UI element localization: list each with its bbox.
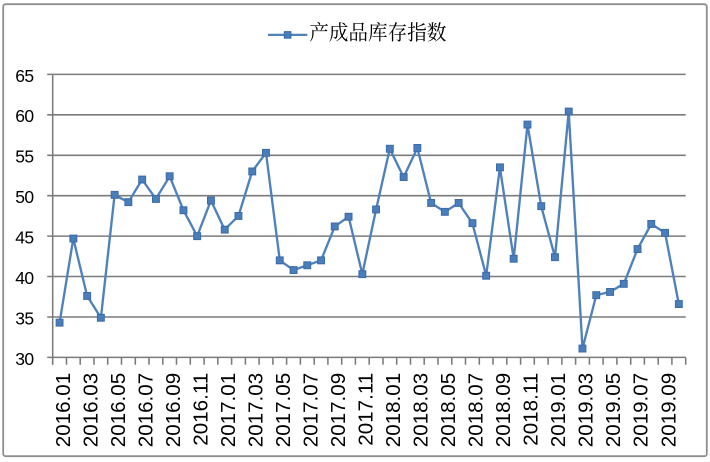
svg-text:50: 50 bbox=[15, 187, 34, 207]
svg-text:2018.09: 2018.09 bbox=[492, 373, 515, 447]
svg-text:2018.11: 2018.11 bbox=[520, 373, 543, 446]
svg-text:2016.03: 2016.03 bbox=[79, 373, 102, 447]
svg-text:2017.11: 2017.11 bbox=[355, 373, 378, 446]
svg-text:2019.03: 2019.03 bbox=[575, 373, 598, 447]
svg-text:40: 40 bbox=[15, 268, 34, 288]
svg-text:2016.05: 2016.05 bbox=[107, 373, 130, 447]
svg-text:30: 30 bbox=[15, 349, 34, 369]
svg-text:45: 45 bbox=[15, 228, 33, 248]
svg-text:2019.05: 2019.05 bbox=[602, 373, 625, 447]
svg-text:2016.11: 2016.11 bbox=[189, 373, 212, 446]
svg-text:65: 65 bbox=[15, 66, 33, 86]
svg-text:2016.07: 2016.07 bbox=[134, 373, 157, 447]
svg-text:2016.09: 2016.09 bbox=[162, 373, 185, 447]
svg-text:2017.09: 2017.09 bbox=[327, 373, 350, 447]
svg-text:55: 55 bbox=[15, 147, 33, 167]
svg-text:2018.01: 2018.01 bbox=[382, 373, 405, 447]
svg-text:35: 35 bbox=[15, 308, 33, 328]
svg-text:2019.09: 2019.09 bbox=[657, 373, 680, 447]
svg-text:2017.05: 2017.05 bbox=[272, 373, 295, 447]
svg-text:2019.01: 2019.01 bbox=[547, 373, 570, 447]
svg-text:2018.03: 2018.03 bbox=[410, 373, 433, 447]
svg-text:2019.07: 2019.07 bbox=[630, 373, 653, 447]
svg-text:2016.01: 2016.01 bbox=[52, 373, 75, 447]
svg-text:60: 60 bbox=[15, 106, 34, 126]
svg-text:2017.01: 2017.01 bbox=[217, 373, 240, 447]
svg-text:2018.07: 2018.07 bbox=[465, 373, 488, 447]
svg-text:2017.03: 2017.03 bbox=[244, 373, 267, 447]
svg-text:2017.07: 2017.07 bbox=[300, 373, 323, 447]
svg-text:2018.05: 2018.05 bbox=[437, 373, 460, 447]
